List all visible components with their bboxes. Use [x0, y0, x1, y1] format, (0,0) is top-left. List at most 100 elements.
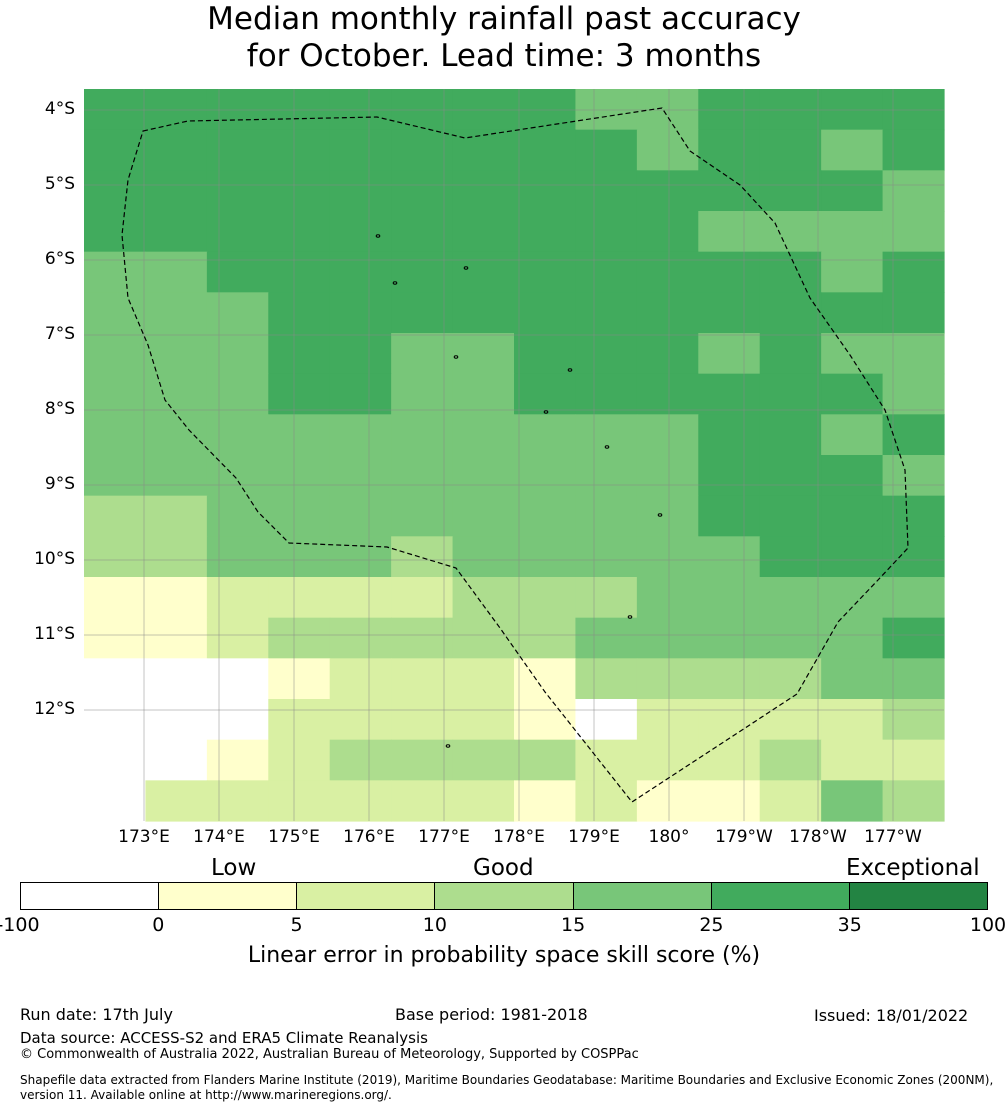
grid-cell — [575, 414, 638, 456]
grid-cell — [759, 292, 822, 334]
grid-cell — [391, 170, 454, 212]
grid-cell — [452, 170, 515, 212]
grid-cell — [145, 211, 208, 253]
grid-cell — [84, 89, 147, 131]
colorbar-tick-label: 35 — [837, 914, 862, 936]
grid-cell — [391, 455, 454, 497]
grid-cell — [268, 333, 331, 375]
latitude-label: 4°S — [44, 99, 75, 119]
shapefile-credit-line-2: version 11. Available online at http://w… — [20, 1088, 392, 1102]
island-outline — [463, 266, 469, 270]
grid-cell — [145, 455, 208, 497]
colorbar-tick-label: 25 — [699, 914, 724, 936]
grid-cell — [84, 292, 147, 334]
grid-cell — [636, 658, 699, 700]
grid-cell — [698, 211, 761, 253]
grid-cell — [145, 780, 208, 822]
grid-cell — [698, 129, 761, 171]
grid-cell — [391, 333, 454, 375]
grid-cell — [391, 211, 454, 253]
grid-cell — [882, 617, 945, 659]
grid-cell — [329, 699, 392, 741]
grid-cell — [698, 658, 761, 700]
grid-cell — [145, 292, 208, 334]
colorbar-bin — [297, 883, 436, 909]
grid-cell — [575, 577, 638, 619]
grid-cell — [698, 333, 761, 375]
grid-cell — [452, 577, 515, 619]
island-outline — [604, 445, 610, 449]
grid-cell — [575, 699, 638, 741]
grid-cell — [84, 617, 147, 659]
latitude-label: 8°S — [44, 399, 75, 419]
latitude-label: 9°S — [44, 474, 75, 494]
grid-cell — [329, 495, 392, 537]
grid-cell — [575, 170, 638, 212]
grid-cell — [636, 780, 699, 822]
grid-cell — [636, 373, 699, 415]
colorbar-tick-label: 100 — [969, 914, 1007, 936]
map-title-line-1: Median monthly rainfall past accuracy — [207, 1, 801, 37]
skill-score-map — [84, 89, 945, 822]
grid-cell — [636, 89, 699, 131]
grid-cell — [391, 251, 454, 293]
grid-cell — [452, 251, 515, 293]
latitude-label: 7°S — [44, 324, 75, 344]
grid-cell — [636, 739, 699, 781]
grid-cell — [821, 170, 884, 212]
copyright-notice: © Commonwealth of Australia 2022, Austra… — [20, 1047, 639, 1062]
grid-cell — [698, 536, 761, 578]
grid-cell — [698, 739, 761, 781]
grid-cell — [206, 577, 269, 619]
grid-cell — [636, 292, 699, 334]
grid-cell — [268, 292, 331, 334]
grid-cell — [882, 89, 945, 131]
grid-cell — [206, 292, 269, 334]
grid-cell — [514, 129, 577, 171]
grid-cell — [698, 577, 761, 619]
grid-cell — [575, 373, 638, 415]
grid-cell — [391, 495, 454, 537]
grid-cell — [882, 658, 945, 700]
grid-cell — [206, 251, 269, 293]
grid-cell — [882, 780, 945, 822]
grid-cell — [391, 577, 454, 619]
grid-cell — [452, 617, 515, 659]
grid-cell — [206, 780, 269, 822]
colorbar-label: Linear error in probability space skill … — [247, 943, 761, 968]
grid-cell — [514, 617, 577, 659]
grid-cell — [268, 414, 331, 456]
grid-cell — [698, 251, 761, 293]
grid-cell — [821, 495, 884, 537]
grid-cell — [268, 617, 331, 659]
colorbar-tick-label: 10 — [422, 914, 447, 936]
grid-cell — [145, 129, 208, 171]
grid-cell — [452, 739, 515, 781]
grid-cell — [514, 89, 577, 131]
grid-cell — [329, 739, 392, 781]
island-outline — [375, 234, 381, 238]
grid-cell — [391, 292, 454, 334]
grid-cell — [575, 89, 638, 131]
grid-cell — [84, 211, 147, 253]
grid-cell — [514, 495, 577, 537]
grid-cell — [145, 699, 208, 741]
grid-cell — [636, 251, 699, 293]
grid-cell — [84, 739, 147, 781]
grid-cell — [759, 129, 822, 171]
grid-cell — [698, 780, 761, 822]
shapefile-credit-line-1: Shapefile data extracted from Flanders M… — [20, 1073, 994, 1087]
longitude-label: 177°W — [864, 827, 922, 847]
grid-cell — [821, 658, 884, 700]
grid-cell — [575, 211, 638, 253]
grid-cell — [514, 414, 577, 456]
grid-cell — [821, 414, 884, 456]
grid-cell — [452, 536, 515, 578]
grid-cell — [636, 536, 699, 578]
grid-cell — [206, 495, 269, 537]
grid-cell — [514, 333, 577, 375]
grid-cell — [821, 739, 884, 781]
grid-cell — [145, 658, 208, 700]
legend-band-good: Good — [473, 855, 534, 881]
grid-cell — [821, 251, 884, 293]
